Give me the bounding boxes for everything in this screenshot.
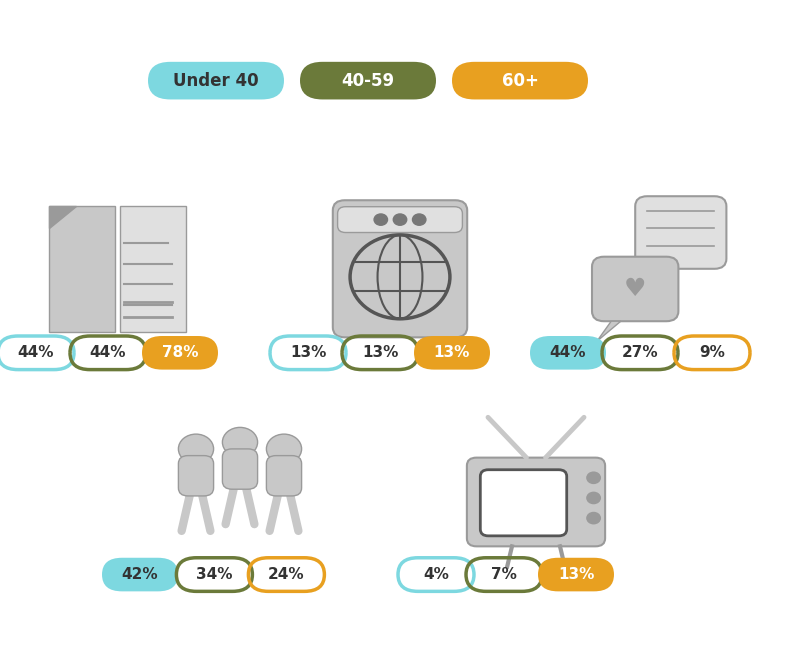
Circle shape [178,434,214,464]
FancyBboxPatch shape [178,456,214,496]
FancyBboxPatch shape [452,62,588,99]
FancyBboxPatch shape [333,200,467,337]
FancyBboxPatch shape [467,458,605,546]
Circle shape [587,493,600,503]
Text: 13%: 13% [290,345,326,360]
FancyBboxPatch shape [538,558,614,591]
Polygon shape [50,206,75,228]
FancyBboxPatch shape [592,257,678,321]
Text: 42%: 42% [122,567,158,582]
Circle shape [374,214,387,225]
Text: 24%: 24% [268,567,305,582]
FancyBboxPatch shape [414,336,490,370]
Circle shape [587,472,600,483]
Circle shape [413,214,426,225]
FancyBboxPatch shape [120,206,186,332]
Text: 44%: 44% [550,345,586,360]
Text: 27%: 27% [622,345,658,360]
FancyBboxPatch shape [148,62,284,99]
Text: Under 40: Under 40 [173,72,259,89]
FancyBboxPatch shape [266,456,302,496]
Text: ♥: ♥ [624,277,646,301]
FancyBboxPatch shape [300,62,436,99]
Circle shape [394,214,406,225]
Text: 13%: 13% [558,567,594,582]
Text: 60+: 60+ [502,72,538,89]
Circle shape [587,513,600,523]
FancyBboxPatch shape [635,196,726,269]
FancyBboxPatch shape [222,449,258,489]
Text: 13%: 13% [362,345,398,360]
FancyBboxPatch shape [50,206,115,332]
Text: 13%: 13% [434,345,470,360]
FancyBboxPatch shape [530,336,606,370]
Circle shape [222,427,258,457]
FancyBboxPatch shape [338,207,462,233]
Text: 78%: 78% [162,345,198,360]
Circle shape [266,434,302,464]
FancyBboxPatch shape [142,336,218,370]
Text: 44%: 44% [90,345,126,360]
Text: 9%: 9% [699,345,725,360]
Text: 7%: 7% [491,567,517,582]
FancyBboxPatch shape [102,558,178,591]
Text: 4%: 4% [423,567,449,582]
Text: 40-59: 40-59 [342,72,394,89]
Text: 34%: 34% [196,567,233,582]
FancyBboxPatch shape [480,470,566,536]
Text: 44%: 44% [18,345,54,360]
Polygon shape [597,321,621,341]
